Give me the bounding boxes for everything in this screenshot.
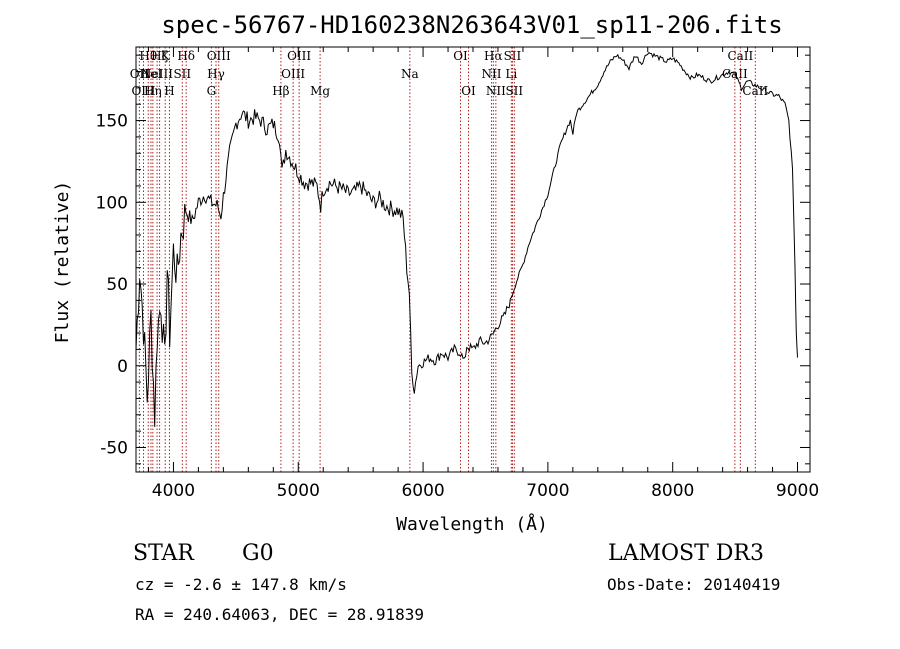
line-marker-label: G xyxy=(207,84,217,98)
line-marker-label: K xyxy=(161,49,171,63)
line-marker-label: Hη xyxy=(144,84,162,98)
line-marker-label: NII xyxy=(486,84,506,98)
line-marker-label: SII xyxy=(504,49,522,63)
survey-name: LAMOST DR3 xyxy=(608,541,764,566)
line-marker-label: CaII xyxy=(742,84,768,98)
line-marker-label: OI xyxy=(461,84,476,98)
line-marker-label: OIII xyxy=(287,49,311,63)
y-tick-label: 150 xyxy=(96,112,128,132)
line-marker-label: Hβ xyxy=(272,84,289,98)
x-tick-label: 4000 xyxy=(152,481,195,501)
x-tick-label: 9000 xyxy=(776,481,819,501)
line-marker-label: Hθ xyxy=(139,49,157,63)
line-marker-label: Hδ xyxy=(177,49,195,63)
line-marker-label: NII xyxy=(481,67,501,81)
line-marker-label: OI xyxy=(453,49,468,63)
line-marker-label: Li xyxy=(505,67,517,81)
redshift-cz: cz = -2.6 ± 147.8 km/s xyxy=(135,575,347,594)
y-tick-label: 0 xyxy=(117,357,128,377)
line-marker-label: Hγ xyxy=(207,67,225,81)
line-marker-label: Mg xyxy=(310,84,330,98)
x-tick-label: 5000 xyxy=(277,481,320,501)
line-marker-label: CaII xyxy=(727,49,753,63)
line-marker-label: OIII xyxy=(207,49,231,63)
line-marker-label: Hζ xyxy=(151,49,168,63)
plot-frame xyxy=(135,46,811,473)
line-marker-label: Hα xyxy=(484,49,503,63)
chart-title: spec-56767-HD160238N263643V01_sp11-206.f… xyxy=(161,11,782,39)
x-tick-label: 6000 xyxy=(401,481,444,501)
x-tick-label: 8000 xyxy=(651,481,694,501)
line-marker-label: OIII xyxy=(281,67,305,81)
line-marker-label: H xyxy=(164,84,174,98)
y-tick-label: -50 xyxy=(100,438,128,458)
x-tick-label: 7000 xyxy=(526,481,569,501)
y-tick-label: 50 xyxy=(106,275,128,295)
line-marker-label: Na xyxy=(401,67,419,81)
line-marker-label: SII xyxy=(505,84,523,98)
x-axis-label: Wavelength (Å) xyxy=(396,513,548,535)
line-marker-label: HeI xyxy=(140,67,163,81)
object-subclass: G0 xyxy=(242,541,274,566)
observation-date: Obs-Date: 20140419 xyxy=(607,575,780,594)
line-marker-label: SII xyxy=(173,67,191,81)
y-axis-label: Flux (relative) xyxy=(52,181,73,344)
line-marker-label: OII xyxy=(130,67,150,81)
y-tick-label: 100 xyxy=(96,193,128,213)
spectrum-series xyxy=(135,51,798,427)
object-class: STAR xyxy=(133,541,195,566)
plot-area: OII OIII Hθ HeI Hη NeIII HζK H SII Hδ G Hγ OIII Hβ OII… xyxy=(96,46,819,501)
line-marker-label: NeIII xyxy=(141,67,173,81)
coordinates: RA = 240.64063, DEC = 28.91839 xyxy=(135,605,424,624)
